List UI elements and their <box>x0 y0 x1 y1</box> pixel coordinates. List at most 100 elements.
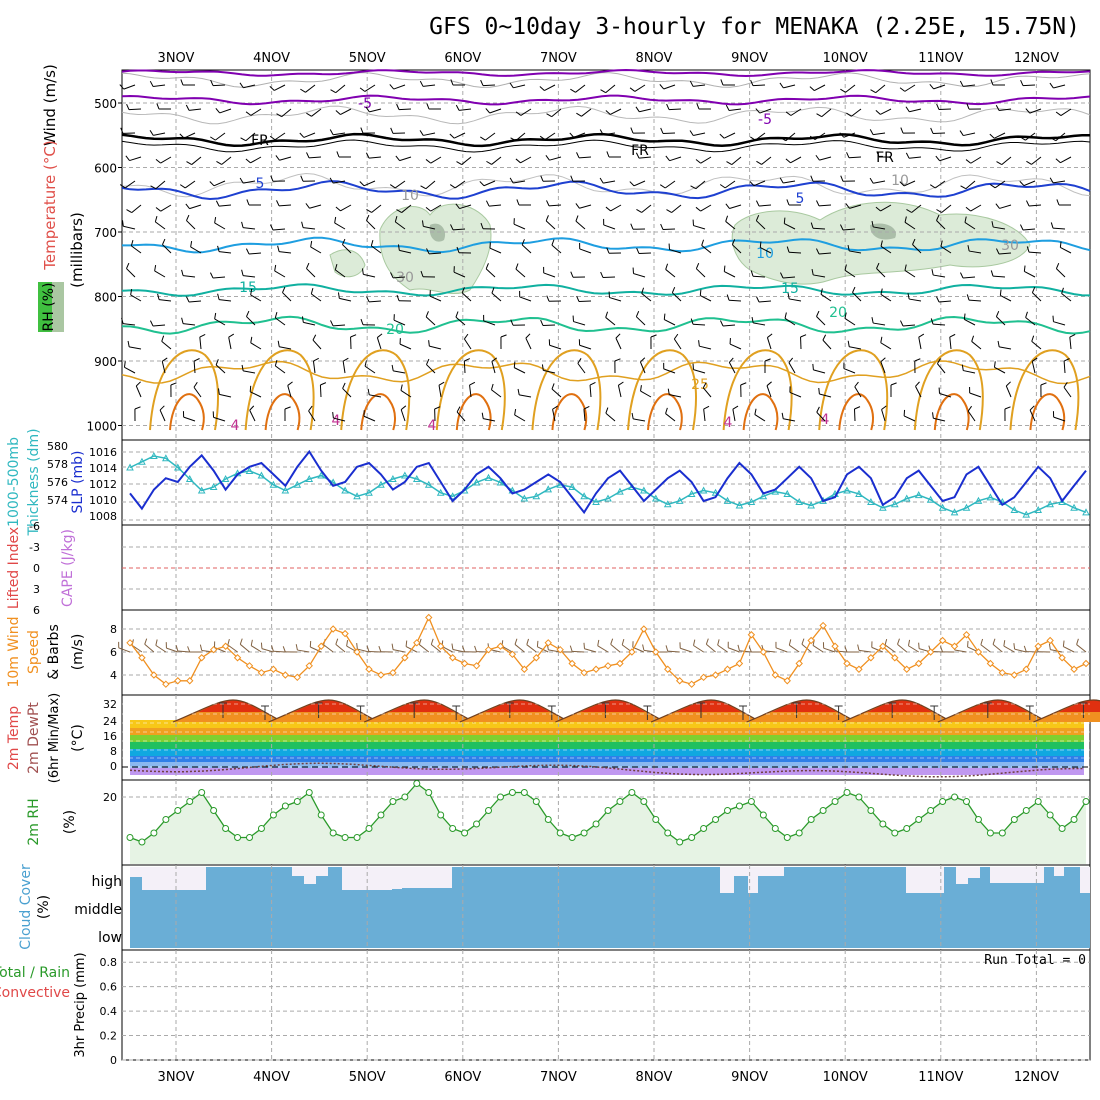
wind-barb-flag <box>1020 136 1026 141</box>
rh-point <box>1082 798 1090 805</box>
wind-barb <box>904 270 916 278</box>
wind-barb <box>453 132 466 139</box>
wind-barb <box>633 180 646 187</box>
wind-barb <box>849 346 862 350</box>
rh-point <box>783 834 791 841</box>
wind-barb <box>933 417 946 422</box>
wind-barb <box>760 247 772 254</box>
wind-barb-flag <box>569 132 575 138</box>
rh-point <box>520 789 528 796</box>
wind-barb <box>485 132 496 141</box>
wind-barb <box>274 132 286 141</box>
contour-label: -5 <box>758 112 772 128</box>
thickness-tick-label: 574 <box>47 494 68 507</box>
wind-barb <box>783 418 796 422</box>
rh-point <box>413 780 421 787</box>
wind-barb-flag <box>667 388 670 395</box>
wind-barb-flag <box>689 80 694 87</box>
wind-barb-flag <box>725 203 730 209</box>
temp-color-band <box>130 749 1084 756</box>
wind-barb <box>551 244 562 254</box>
wind-barb-flag <box>397 244 400 251</box>
wind-barb <box>128 108 142 111</box>
rh-point <box>998 829 1006 837</box>
temp-peak-hot <box>198 700 263 712</box>
wind-barb <box>363 273 376 278</box>
thickness-point <box>902 494 911 502</box>
wind-barb <box>994 180 1006 189</box>
wind-barb-flag <box>636 247 640 254</box>
wind-barb-flag <box>940 646 944 653</box>
date-label-top: 4NOV <box>253 51 290 66</box>
wind-barb <box>1025 317 1036 326</box>
wind-barb-flag <box>914 358 921 362</box>
wind-barb <box>994 366 1006 374</box>
wind-barb <box>963 132 976 137</box>
wind-barb-flag <box>629 87 636 92</box>
rh-tick-label: 20 <box>103 791 117 804</box>
wind-barb-flag <box>332 412 334 419</box>
wind-barb-flag <box>650 334 657 338</box>
wind-barb <box>912 244 922 254</box>
rh-point <box>293 798 301 805</box>
thickness-point <box>926 495 935 503</box>
wind-barb <box>664 319 676 326</box>
wind-speed-point <box>747 631 756 639</box>
wind-barb <box>784 317 796 326</box>
wind-barb <box>968 299 982 302</box>
lifted-index-tick: 6 <box>33 604 40 617</box>
wind-barb-flag <box>390 127 394 134</box>
pressure-tick-label: 700 <box>94 226 117 240</box>
wind-barb-flag <box>545 155 550 161</box>
wind-barb-flag <box>185 104 190 111</box>
wind-barb <box>124 180 136 189</box>
wind-barb <box>227 644 238 653</box>
wind-barb-flag <box>187 646 191 653</box>
wind-barb <box>639 156 652 159</box>
wind-barb <box>463 360 466 374</box>
temp-contour-25 <box>818 349 889 431</box>
rh-point <box>425 789 433 796</box>
contour-label: 10 <box>891 173 909 189</box>
wind-barb-flag <box>301 316 304 323</box>
date-label-bottom: 11NOV <box>918 1070 963 1085</box>
wind-barb-flag <box>728 357 734 363</box>
wind-barb-flag <box>959 130 964 136</box>
wind-barb <box>1063 646 1075 653</box>
wind-barb <box>617 385 622 398</box>
wind-barb-flag <box>990 79 994 86</box>
wind-barb-flag <box>600 89 606 94</box>
wind-speed-point <box>484 645 493 654</box>
wind-barb-flag <box>576 152 580 159</box>
wind-barb-flag <box>1025 108 1031 114</box>
wind-speed-point <box>532 654 541 662</box>
wind-barb-flag <box>342 357 349 362</box>
wind-barb <box>636 316 646 326</box>
wind-barb <box>335 644 346 653</box>
rh-point <box>377 811 385 819</box>
wind-barb <box>469 385 472 398</box>
rh-point <box>198 789 206 796</box>
wind-barb-flag <box>720 320 724 327</box>
wind-barb-flag <box>217 245 220 252</box>
rh-point <box>138 838 146 846</box>
left-label-cloud-percent: (%) <box>36 895 52 919</box>
rh-point <box>329 829 337 837</box>
wind-barb-flag <box>723 265 726 272</box>
wind-barb-flag <box>539 86 545 91</box>
wind-barb <box>419 644 430 653</box>
wind-barb-flag <box>631 412 634 420</box>
wind-barb-flag <box>980 638 984 645</box>
wind-barb <box>873 226 886 230</box>
wind-barb-flag <box>767 333 773 338</box>
thickness-point <box>126 463 134 471</box>
wind-barb <box>706 643 716 653</box>
wind-barb <box>1053 180 1066 184</box>
thickness-tick-label: 578 <box>47 458 68 471</box>
wind-barb-flag <box>1049 177 1054 184</box>
wind-barb-flag <box>365 106 370 113</box>
wind-barb-flag <box>583 642 585 649</box>
wind-barb <box>319 384 322 398</box>
wind-speed-point <box>903 665 911 673</box>
wind-barb-flag <box>228 333 235 338</box>
